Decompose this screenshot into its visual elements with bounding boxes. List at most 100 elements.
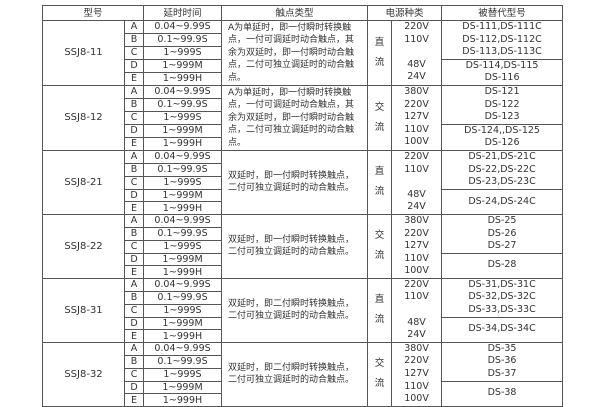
replacement-model: DS-122 (484, 98, 520, 110)
model-cell: SSJ8-21 (42, 149, 125, 215)
voltage-value: 220V (404, 98, 429, 110)
replacement-models: DS-25 DS-26 DS-27 (441, 213, 564, 254)
voltage-value: 127V (404, 111, 429, 123)
table-row: C 1~999S (43, 175, 563, 190)
variant-letter: E (123, 201, 145, 215)
power-type: 交流 (367, 213, 393, 279)
voltage-value: 127V (404, 240, 429, 252)
replacement-models: DS-24,DS-24C (441, 188, 564, 215)
voltage-value: 110V (404, 163, 429, 175)
replacement-model: DS-37 (487, 368, 517, 380)
replacement-model: DS-27 (487, 240, 517, 252)
table-row: SSJ8-31 A 0.04~9.99S 双延时，即二付瞬时转换触点，二付可独立调延时… (42, 277, 564, 343)
delay-range: 0.04~9.99S (143, 277, 223, 292)
variant-letter: C (123, 303, 145, 318)
model-cell: SSJ8-11 (42, 20, 125, 86)
replacement-model: DS-111,DS-111C (462, 21, 542, 32)
voltage-value: 220V (404, 21, 429, 32)
delay-range: 1~999M (143, 58, 223, 73)
voltage-list: 380V 220V 127V 110V 100V (391, 341, 443, 407)
replacement-model: DS-121 (484, 85, 520, 97)
contact-type: A为单延时，即一付瞬时转换触点，一付可调延时动合触点，其余为双延时，即一付瞬时动… (221, 84, 369, 151)
table-row: C 1~999S (43, 239, 563, 254)
contact-type: A为单延时，即一付瞬时转换触点，一付可调延时动合触点，其余为双延时，即一付瞬时动… (221, 20, 369, 86)
table-row: SSJ8-11 A 0.04~9.99S A为单延时，即一付瞬时转换触点，一付可调延时… (42, 20, 564, 86)
delay-range: 0.1~99.9S (143, 32, 223, 47)
voltage-value: 110V (404, 33, 429, 45)
variant-letter: B (123, 97, 145, 112)
replacement-model: DS-35 (487, 342, 517, 354)
power-type-char: 直 (374, 294, 385, 306)
replacement-model: DS-22,DS-22C (468, 163, 536, 175)
contact-type: 双延时，即一付瞬时转换触点，二付可独立调延时的动合触点。 (221, 149, 369, 215)
variant-letter: E (123, 393, 145, 407)
delay-range: 1~999H (143, 265, 223, 279)
replacement-model: DS-36 (487, 355, 517, 367)
voltage-value: 380V (404, 342, 429, 354)
header-contact: 触点类型 (221, 5, 369, 21)
header-row: 型号 延时时间 触点类型 电源种类 被替代型号 (41, 5, 564, 21)
delay-range: 1~999H (143, 201, 223, 215)
delay-range: 1~999S (143, 239, 223, 254)
variant-letter: C (123, 110, 145, 125)
delay-range: 0.1~99.9S (143, 226, 223, 241)
power-type: 直流 (367, 20, 393, 86)
replacement-model: DS-38 (487, 387, 517, 399)
delay-range: 1~999M (143, 316, 223, 331)
power-type-char: 直 (374, 36, 385, 48)
voltage-value: 220V (404, 227, 429, 239)
voltage-value: 48V (407, 188, 426, 200)
replacement-model: DS-33,DS-33C (468, 304, 536, 316)
variant-letter: B (123, 162, 145, 177)
voltage-list: 220V 110V 48V 24V (391, 20, 443, 86)
delay-range: 1~999H (143, 393, 223, 407)
table-row: C 1~999S (43, 110, 563, 125)
replacement-model: DS-21,DS-21C (468, 150, 536, 162)
replacement-model: DS-28 (487, 259, 517, 271)
replacement-model: DS-23,DS-23C (468, 176, 536, 188)
delay-range: 0.04~9.99S (143, 213, 223, 228)
model-cell: SSJ8-32 (42, 341, 125, 407)
power-type-char: 流 (374, 378, 385, 390)
replacement-model: DS-34,DS-34C (468, 323, 536, 335)
replacement-models: DS-34,DS-34C (441, 316, 564, 343)
replacement-models: DS-31,DS-31C DS-32,DS-32C DS-33,DS-33C (441, 277, 564, 318)
variant-letter: D (123, 380, 145, 395)
delay-range: 1~999S (143, 175, 223, 190)
replacement-model: DS-113,DS-113C (462, 46, 542, 58)
variant-letter: A (123, 213, 145, 228)
table-row: SSJ8-32 A 0.04~9.99S 双延时，即二付瞬时转换触点，二付可独立调延时… (42, 341, 564, 407)
delay-range: 1~999S (143, 110, 223, 125)
power-type-char: 流 (374, 314, 385, 326)
replacement-model: DS-24,DS-24C (468, 195, 536, 207)
power-type-char: 流 (374, 250, 385, 262)
power-type: 直流 (367, 277, 393, 343)
contact-type: 双延时，即一付瞬时转换触点，二付可独立调延时的动合触点。 (221, 213, 369, 279)
delay-range: 0.1~99.9S (143, 162, 223, 177)
table-row: B 0.1~99.9S (43, 226, 563, 241)
variant-letter: D (123, 123, 145, 138)
table-row: B 0.1~99.9S (43, 290, 563, 305)
table-row: D 1~999M DS-124,,DS-125 DS-126 (43, 123, 564, 151)
variant-letter: E (123, 265, 145, 279)
table-row: SSJ8-12 A 0.04~9.99S A为单延时，即一付瞬时转换触点，一付可调延时… (42, 84, 564, 151)
model-cell: SSJ8-31 (42, 277, 125, 343)
variant-letter: A (123, 341, 145, 356)
voltage-value: 48V (407, 58, 426, 70)
delay-range: 0.1~99.9S (143, 290, 223, 305)
power-type-char: 流 (374, 186, 385, 198)
delay-range: 1~999H (143, 71, 223, 86)
voltage-value (393, 46, 441, 59)
table-row: SSJ8-22 A 0.04~9.99S 双延时，即一付瞬时转换触点，二付可独立调延时… (42, 213, 564, 279)
contact-type: 双延时，即二付瞬时转换触点，二付可独立调延时的动合触点。 (221, 341, 369, 407)
replacement-model: DS-31,DS-31C (468, 278, 536, 290)
voltage-value: 24V (407, 329, 426, 341)
delay-range: 1~999S (143, 45, 223, 60)
table-row: C 1~999S (43, 367, 563, 382)
header-delay: 延时时间 (143, 5, 223, 21)
variant-letter: C (123, 45, 145, 60)
voltage-value: 110V (404, 291, 429, 303)
replacement-models: DS-35 DS-36 DS-37 (441, 341, 564, 382)
delay-range: 0.04~9.99S (143, 20, 223, 34)
power-type-char: 流 (374, 121, 385, 133)
